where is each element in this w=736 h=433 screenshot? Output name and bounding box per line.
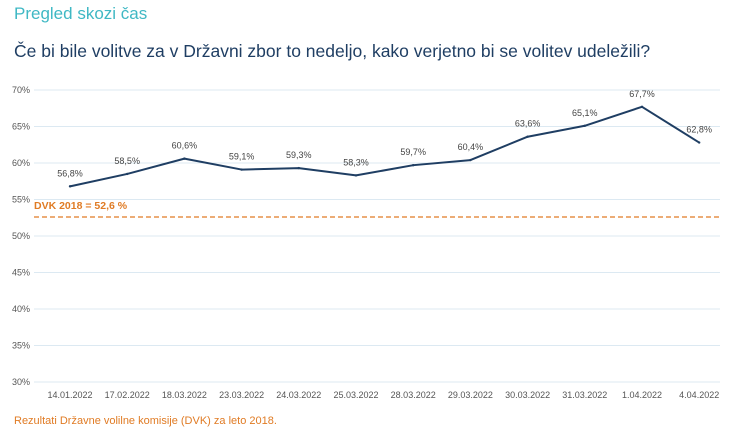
y-tick-label: 45% [12, 268, 30, 278]
data-point [126, 172, 129, 176]
y-tick-label: 40% [12, 304, 30, 314]
x-tick-label: 28.03.2022 [391, 390, 436, 400]
data-label: 59,3% [286, 150, 312, 160]
reference-line-group: DVK 2018 = 52,6 % [34, 200, 720, 218]
y-tick-label: 35% [12, 341, 30, 351]
y-tick-label: 30% [12, 377, 30, 387]
data-labels: 56,8% 58,5% 60,6% 59,1% 59,3% 58,3% 59,7% 60,4%… [57, 89, 712, 188]
series-line [69, 105, 700, 188]
data-point [297, 166, 300, 170]
reference-label: DVK 2018 = 52,6 % [34, 200, 128, 212]
data-label: 60,4% [458, 142, 484, 152]
x-tick-label: 30.03.2022 [505, 390, 550, 400]
data-point [354, 174, 358, 177]
y-tick-label: 55% [12, 195, 30, 205]
data-label: 59,1% [229, 152, 255, 162]
gridlines [34, 89, 720, 383]
chart-question: Če bi bile volitve za v Državni zbor to … [14, 41, 651, 61]
data-point [640, 105, 644, 108]
data-point [469, 158, 472, 162]
y-tick-label: 50% [12, 231, 30, 241]
data-label: 56,8% [57, 168, 83, 178]
x-tick-label: 14.01.2022 [47, 390, 92, 400]
x-tick-label: 1.04.2022 [622, 390, 662, 400]
x-tick-label: 25.03.2022 [333, 390, 378, 400]
data-point [526, 135, 529, 138]
x-tick-label: 4.04.2022 [679, 390, 719, 400]
x-tick-label: 29.03.2022 [448, 390, 493, 400]
x-tick-label: 17.02.2022 [105, 390, 150, 400]
data-point [583, 124, 586, 127]
page-title: Pregled skozi čas [14, 4, 148, 23]
data-point [183, 157, 186, 160]
data-point [698, 141, 701, 144]
x-tick-label: 18.03.2022 [162, 390, 207, 400]
x-tick-label: 31.03.2022 [562, 390, 607, 400]
x-tick-label: 24.03.2022 [276, 390, 321, 400]
x-tick-label: 23.03.2022 [219, 390, 264, 400]
data-point [240, 168, 243, 171]
data-label: 58,5% [114, 156, 140, 166]
y-tick-label: 60% [12, 158, 30, 168]
series-line-group [69, 105, 700, 188]
data-point [412, 163, 415, 167]
data-label: 62,8% [686, 125, 712, 135]
footnote: Rezultati Državne volilne komisije (DVK)… [14, 415, 277, 427]
x-axis-ticks: 14.01.2022 17.02.2022 18.03.2022 23.03.2022… [47, 390, 719, 400]
data-label: 59,7% [400, 147, 426, 157]
data-label: 67,7% [629, 89, 655, 99]
y-tick-label: 65% [12, 122, 30, 132]
data-label: 65,1% [572, 108, 598, 118]
y-tick-label: 70% [12, 85, 30, 95]
data-point [68, 185, 72, 188]
data-label: 58,3% [343, 157, 369, 167]
data-label: 60,6% [172, 141, 198, 151]
y-axis-ticks: 30% 35% 40% 45% 50% 55% 60% 65% 70% [12, 85, 30, 387]
data-label: 63,6% [515, 119, 541, 129]
